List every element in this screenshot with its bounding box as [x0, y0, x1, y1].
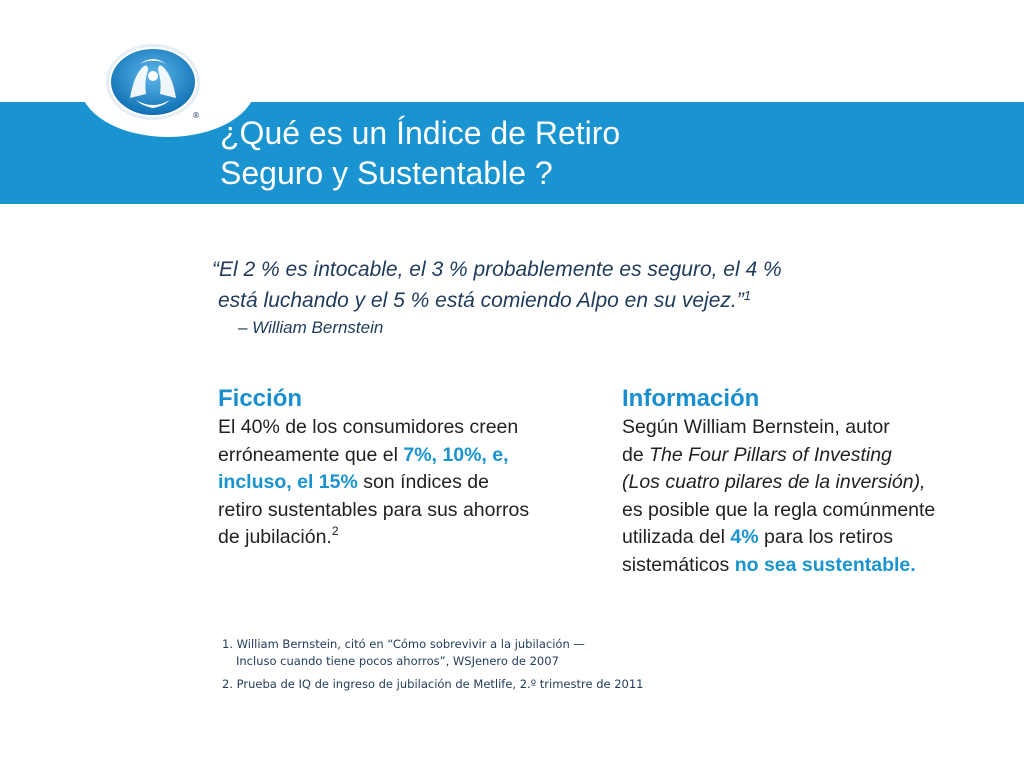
information-line-5-tail: para los retiros — [758, 526, 893, 548]
information-line-6: sistemáticos no sea sustentable. — [622, 552, 1022, 580]
quote-line-2: está luchando y el 5 % está comiendo Alp… — [218, 289, 744, 312]
fiction-line-4: retiro sustentables para sus ahorros — [218, 498, 530, 521]
fiction-highlight-rates: 7%, 10%, e, — [403, 443, 509, 466]
quote-line-2-wrap: está luchando y el 5 % está comiendo Alp… — [218, 285, 958, 316]
information-line-1: Según William Bernstein, autor — [622, 416, 890, 438]
information-heading: Información — [622, 385, 760, 412]
fiction-line-3-text: son índices de — [357, 471, 489, 493]
information-line-6-text: sistemáticos — [622, 553, 735, 576]
fiction-line-5-text: de jubilación. — [218, 526, 332, 548]
allstate-hands-logo-icon: ® — [80, 33, 256, 137]
information-column: Información Según William Bernstein, aut… — [622, 384, 1022, 579]
information-line-2-text: de — [622, 443, 650, 466]
information-line-4: es posible que la regla comúnmente — [622, 498, 936, 521]
quote-attribution: – William Bernstein — [238, 318, 384, 337]
registered-mark: ® — [192, 111, 200, 120]
footnote-1-line-1: 1. William Bernstein, citó en “Cómo sobr… — [222, 637, 585, 651]
book-title-es: (Los cuatro pilares de la inversión), — [622, 471, 926, 493]
information-line-3: (Los cuatro pilares de la inversión), — [622, 469, 1022, 497]
information-highlight-4: 4% — [730, 526, 759, 548]
fiction-line-3: incluso, el 15% son índices de — [218, 469, 608, 497]
footnote-2: 2. Prueba de IQ de ingreso de jubilación… — [222, 677, 644, 691]
fiction-line-2-text: erróneamente que el — [218, 443, 404, 466]
title-line-2: Seguro y Sustentable ? — [220, 155, 553, 191]
quote-block: “El 2 % es intocable, el 3 % probablemen… — [212, 254, 958, 316]
title-line-1: ¿Qué es un Índice de Retiro — [220, 115, 621, 151]
company-logo: ® — [78, 30, 258, 140]
fiction-line-2: erróneamente que el 7%, 10%, e, — [218, 442, 608, 470]
footnotes: 1. William Bernstein, citó en “Cómo sobr… — [222, 636, 644, 693]
information-line-5-text: utilizada del — [622, 526, 731, 548]
quote-footnote-ref: 1 — [743, 288, 751, 303]
information-highlight-unsustainable: no sea sustentable. — [734, 553, 916, 576]
fiction-column: Ficción El 40% de los consumidores creen… — [218, 384, 608, 552]
page-title: ¿Qué es un Índice de Retiro Seguro y Sus… — [220, 113, 620, 193]
fiction-line-1: El 40% de los consumidores creen — [218, 416, 519, 438]
book-title-en: The Four Pillars of Investing — [649, 443, 892, 466]
quote-line-1: “El 2 % es intocable, el 3 % probablemen… — [212, 258, 782, 281]
information-line-5: utilizada del 4% para los retiros — [622, 524, 1022, 552]
fiction-footnote-ref: 2 — [331, 524, 339, 538]
footnote-1: 1. William Bernstein, citó en “Cómo sobr… — [222, 636, 644, 670]
fiction-heading: Ficción — [218, 385, 303, 412]
information-line-2: de The Four Pillars of Investing — [622, 442, 1022, 470]
footnote-1-line-2: Incluso cuando tiene pocos ahorros”, WSJ… — [236, 654, 559, 668]
fiction-line-5: de jubilación.2 — [218, 524, 608, 552]
fiction-highlight-15: incluso, el 15% — [218, 471, 358, 493]
